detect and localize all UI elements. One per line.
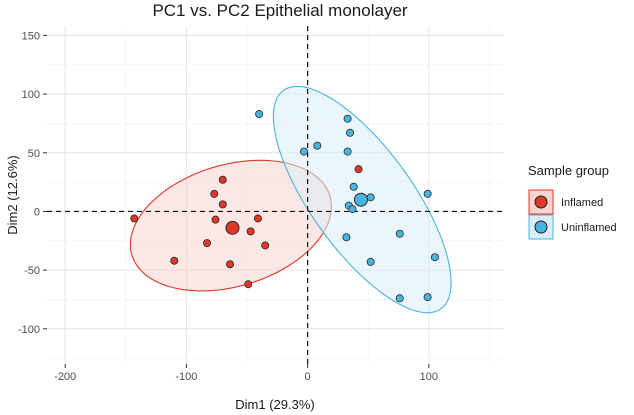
y-axis-title: Dim2 (12.6%) xyxy=(5,155,20,234)
x-tick-label: -200 xyxy=(54,371,76,383)
point-uninflamed xyxy=(395,229,404,238)
y-tick-label: -50 xyxy=(24,265,40,277)
chart-title: PC1 vs. PC2 Epithelial monolayer xyxy=(152,1,407,20)
legend-marker-uninflamed xyxy=(534,220,548,234)
y-tick-label: 150 xyxy=(22,30,40,42)
point-uninflamed xyxy=(255,110,264,119)
point-uninflamed xyxy=(313,141,322,150)
legend: Sample group Inflamed Uninflamed xyxy=(528,163,617,240)
point-uninflamed xyxy=(343,114,352,123)
point-inflamed xyxy=(211,215,220,224)
point-uninflamed xyxy=(342,233,351,242)
y-tick-label: 100 xyxy=(22,89,40,101)
point-uninflamed xyxy=(299,147,308,156)
legend-item-uninflamed: Uninflamed xyxy=(528,214,617,240)
point-uninflamed xyxy=(430,253,439,262)
point-inflamed xyxy=(218,175,227,184)
data-points xyxy=(130,110,439,303)
point-uninflamed xyxy=(348,205,357,214)
point-inflamed xyxy=(218,200,227,209)
point-uninflamed xyxy=(366,193,375,202)
x-tick-label: -100 xyxy=(175,371,197,383)
axis-ticks: -200 -100 0 100 -100 -50 0 50 100 150 xyxy=(18,30,438,383)
x-axis-title: Dim1 (29.3%) xyxy=(235,397,314,412)
point-inflamed xyxy=(354,165,363,174)
legend-label-inflamed: Inflamed xyxy=(561,197,603,209)
legend-item-inflamed: Inflamed xyxy=(528,189,603,215)
point-uninflamed xyxy=(343,147,352,156)
y-tick-label: 0 xyxy=(34,206,40,218)
legend-label-uninflamed: Uninflamed xyxy=(561,222,617,234)
centroid-uninflamed xyxy=(353,192,368,207)
point-uninflamed xyxy=(423,189,432,198)
legend-title: Sample group xyxy=(528,163,609,178)
reference-lines xyxy=(47,26,504,364)
y-tick-label: 50 xyxy=(28,148,40,160)
point-inflamed xyxy=(244,280,253,289)
point-uninflamed xyxy=(366,257,375,266)
point-uninflamed xyxy=(423,293,432,302)
point-uninflamed xyxy=(346,128,355,137)
point-inflamed xyxy=(261,241,270,250)
point-inflamed xyxy=(253,214,262,223)
point-inflamed xyxy=(210,189,219,198)
x-tick-label: 100 xyxy=(420,371,438,383)
point-inflamed xyxy=(246,227,255,236)
centroid-inflamed xyxy=(225,220,240,235)
legend-marker-inflamed xyxy=(534,195,548,209)
x-tick-label: 0 xyxy=(305,371,311,383)
point-inflamed xyxy=(226,260,235,269)
point-inflamed xyxy=(130,214,139,223)
y-tick-label: -100 xyxy=(18,324,40,336)
point-inflamed xyxy=(203,239,212,248)
point-uninflamed xyxy=(395,294,404,303)
point-uninflamed xyxy=(349,182,358,191)
point-inflamed xyxy=(170,256,179,265)
